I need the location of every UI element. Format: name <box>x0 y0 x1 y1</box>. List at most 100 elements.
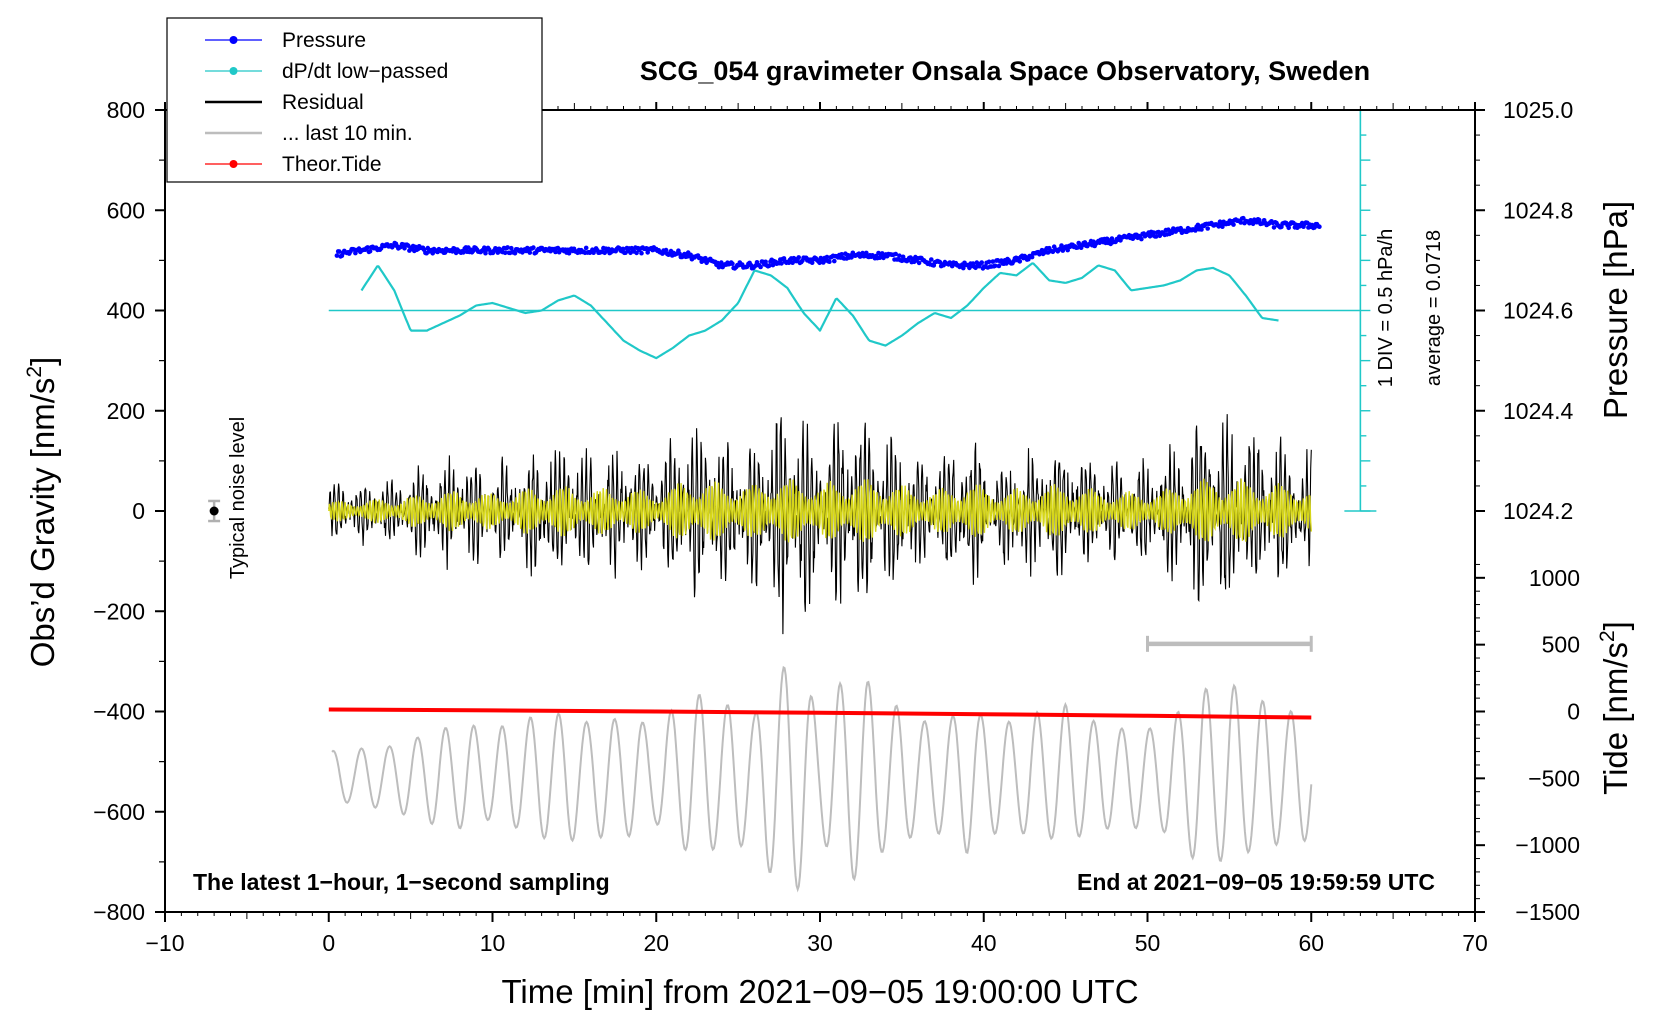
pressure-point <box>770 262 776 268</box>
pressure-point <box>839 252 844 257</box>
pressure-point <box>766 263 772 269</box>
pressure-point <box>620 246 626 252</box>
pressure-point <box>566 251 572 256</box>
legend-label: ... last 10 min. <box>282 122 413 145</box>
pressure-point <box>1317 224 1322 229</box>
pressure-point <box>461 250 466 255</box>
pressure-point <box>1199 227 1204 232</box>
series-layer <box>208 215 1361 893</box>
pressure-point <box>337 249 342 254</box>
pressure-point <box>779 261 784 266</box>
pressure-point <box>512 250 518 256</box>
x-tick-label: 10 <box>480 930 506 956</box>
pressure-point <box>502 250 508 256</box>
pressure-point <box>505 245 510 250</box>
pressure-point <box>1257 217 1262 223</box>
pressure-tick-label: 1025.0 <box>1503 97 1573 123</box>
y-axis-title-left-end: ] <box>24 357 61 366</box>
pressure-point <box>979 260 984 265</box>
pressure-point <box>790 260 795 266</box>
legend-box <box>166 17 543 183</box>
dpdt-series-line <box>360 262 1279 360</box>
pressure-point <box>365 245 370 250</box>
y-axis-title-left-main: Obs’d Gravity [nm/s <box>24 378 61 668</box>
pressure-point <box>730 261 735 267</box>
y-axis-title-tide-sup: 2 <box>1596 630 1619 642</box>
legend-swatch-marker <box>229 160 238 168</box>
pressure-point <box>827 259 832 265</box>
pressure-tick-label: 1024.4 <box>1503 398 1574 424</box>
noise-marker-point <box>209 506 219 516</box>
pressure-point <box>509 245 514 251</box>
residual-series-line <box>328 414 1312 635</box>
legend-label: Pressure <box>282 29 366 52</box>
noise-level-label: Typical noise level <box>227 417 249 579</box>
tide-tick-label: 0 <box>1567 699 1580 725</box>
y-tick-label: 600 <box>107 197 145 223</box>
tide-tick-label: −1000 <box>1515 832 1580 858</box>
text-layer: SCG_054 gravimeter Onsala Space Observat… <box>23 56 1634 1010</box>
legend-label: Theor.Tide <box>282 153 382 176</box>
pressure-tick-label: 1024.2 <box>1503 498 1573 524</box>
pressure-point <box>639 250 644 256</box>
pressure-point <box>1153 234 1159 239</box>
legend: Pressure dP/dt low−passed Residual ... last… <box>166 17 543 183</box>
pressure-point <box>367 249 373 254</box>
y-tick-label: 800 <box>107 97 145 123</box>
pressure-point <box>990 259 996 264</box>
pressure-point <box>900 254 906 260</box>
footer-left-note: The latest 1−hour, 1−second sampling <box>193 869 610 895</box>
tide-tick-label: 500 <box>1542 632 1580 658</box>
x-tick-label: 30 <box>807 930 833 956</box>
y-axis-title-left-sup: 2 <box>23 366 46 378</box>
x-tick-label: 20 <box>643 930 669 956</box>
pressure-point <box>553 249 558 255</box>
legend-label: Residual <box>282 91 364 114</box>
y-axis-title-pressure: Pressure [hPa] <box>1597 201 1634 419</box>
x-tick-label: −10 <box>145 930 184 956</box>
pressure-tick-label: 1024.8 <box>1503 197 1573 223</box>
pressure-series <box>334 215 1322 271</box>
dpdt-average-label: average = 0.0718 <box>1423 230 1445 386</box>
pressure-point <box>893 251 898 257</box>
pressure-point <box>992 263 998 269</box>
x-tick-label: 0 <box>322 930 335 956</box>
y-tick-label: −200 <box>93 598 145 624</box>
pressure-point <box>1065 247 1070 253</box>
pressure-point <box>334 253 340 258</box>
y-axis-title-left: Obs’d Gravity [nm/s2] <box>23 357 61 668</box>
pressure-point <box>809 260 815 266</box>
x-axis-title: Time [min] from 2021−09−05 19:00:00 UTC <box>501 973 1138 1010</box>
pressure-point <box>402 246 407 251</box>
tide-tick-label: 1000 <box>1529 565 1580 591</box>
x-tick-label: 70 <box>1462 930 1488 956</box>
pressure-point <box>796 255 801 260</box>
tide-tick-label: −500 <box>1528 765 1580 791</box>
x-tick-label: 50 <box>1135 930 1161 956</box>
pressure-point <box>527 250 533 255</box>
pressure-point <box>817 260 822 266</box>
pressure-point <box>986 259 992 265</box>
pressure-point <box>531 245 536 250</box>
pressure-point <box>929 257 934 262</box>
axes-layer: −10 0 10 20 30 40 50 60 70 800 600 400 200 0 −200 −400 −… <box>93 97 1580 956</box>
pressure-point <box>583 245 589 251</box>
pressure-point <box>606 246 611 252</box>
pressure-tick-label: 1024.6 <box>1503 298 1573 324</box>
y-tick-label: −800 <box>93 899 145 925</box>
pressure-point <box>897 253 902 258</box>
pressure-point <box>758 264 763 270</box>
legend-label: dP/dt low−passed <box>282 60 448 83</box>
y-tick-label: −400 <box>93 699 145 725</box>
pressure-point <box>483 250 488 256</box>
pressure-point <box>634 250 639 256</box>
pressure-point <box>663 247 669 253</box>
pressure-point <box>996 263 1002 269</box>
pressure-point <box>1271 225 1277 230</box>
footer-right-note: End at 2021−09−05 19:59:59 UTC <box>1077 869 1435 895</box>
pressure-point <box>961 265 966 271</box>
tide-tick-label: −1500 <box>1515 899 1580 925</box>
x-tick-label: 60 <box>1298 930 1324 956</box>
pressure-point <box>1029 254 1035 260</box>
